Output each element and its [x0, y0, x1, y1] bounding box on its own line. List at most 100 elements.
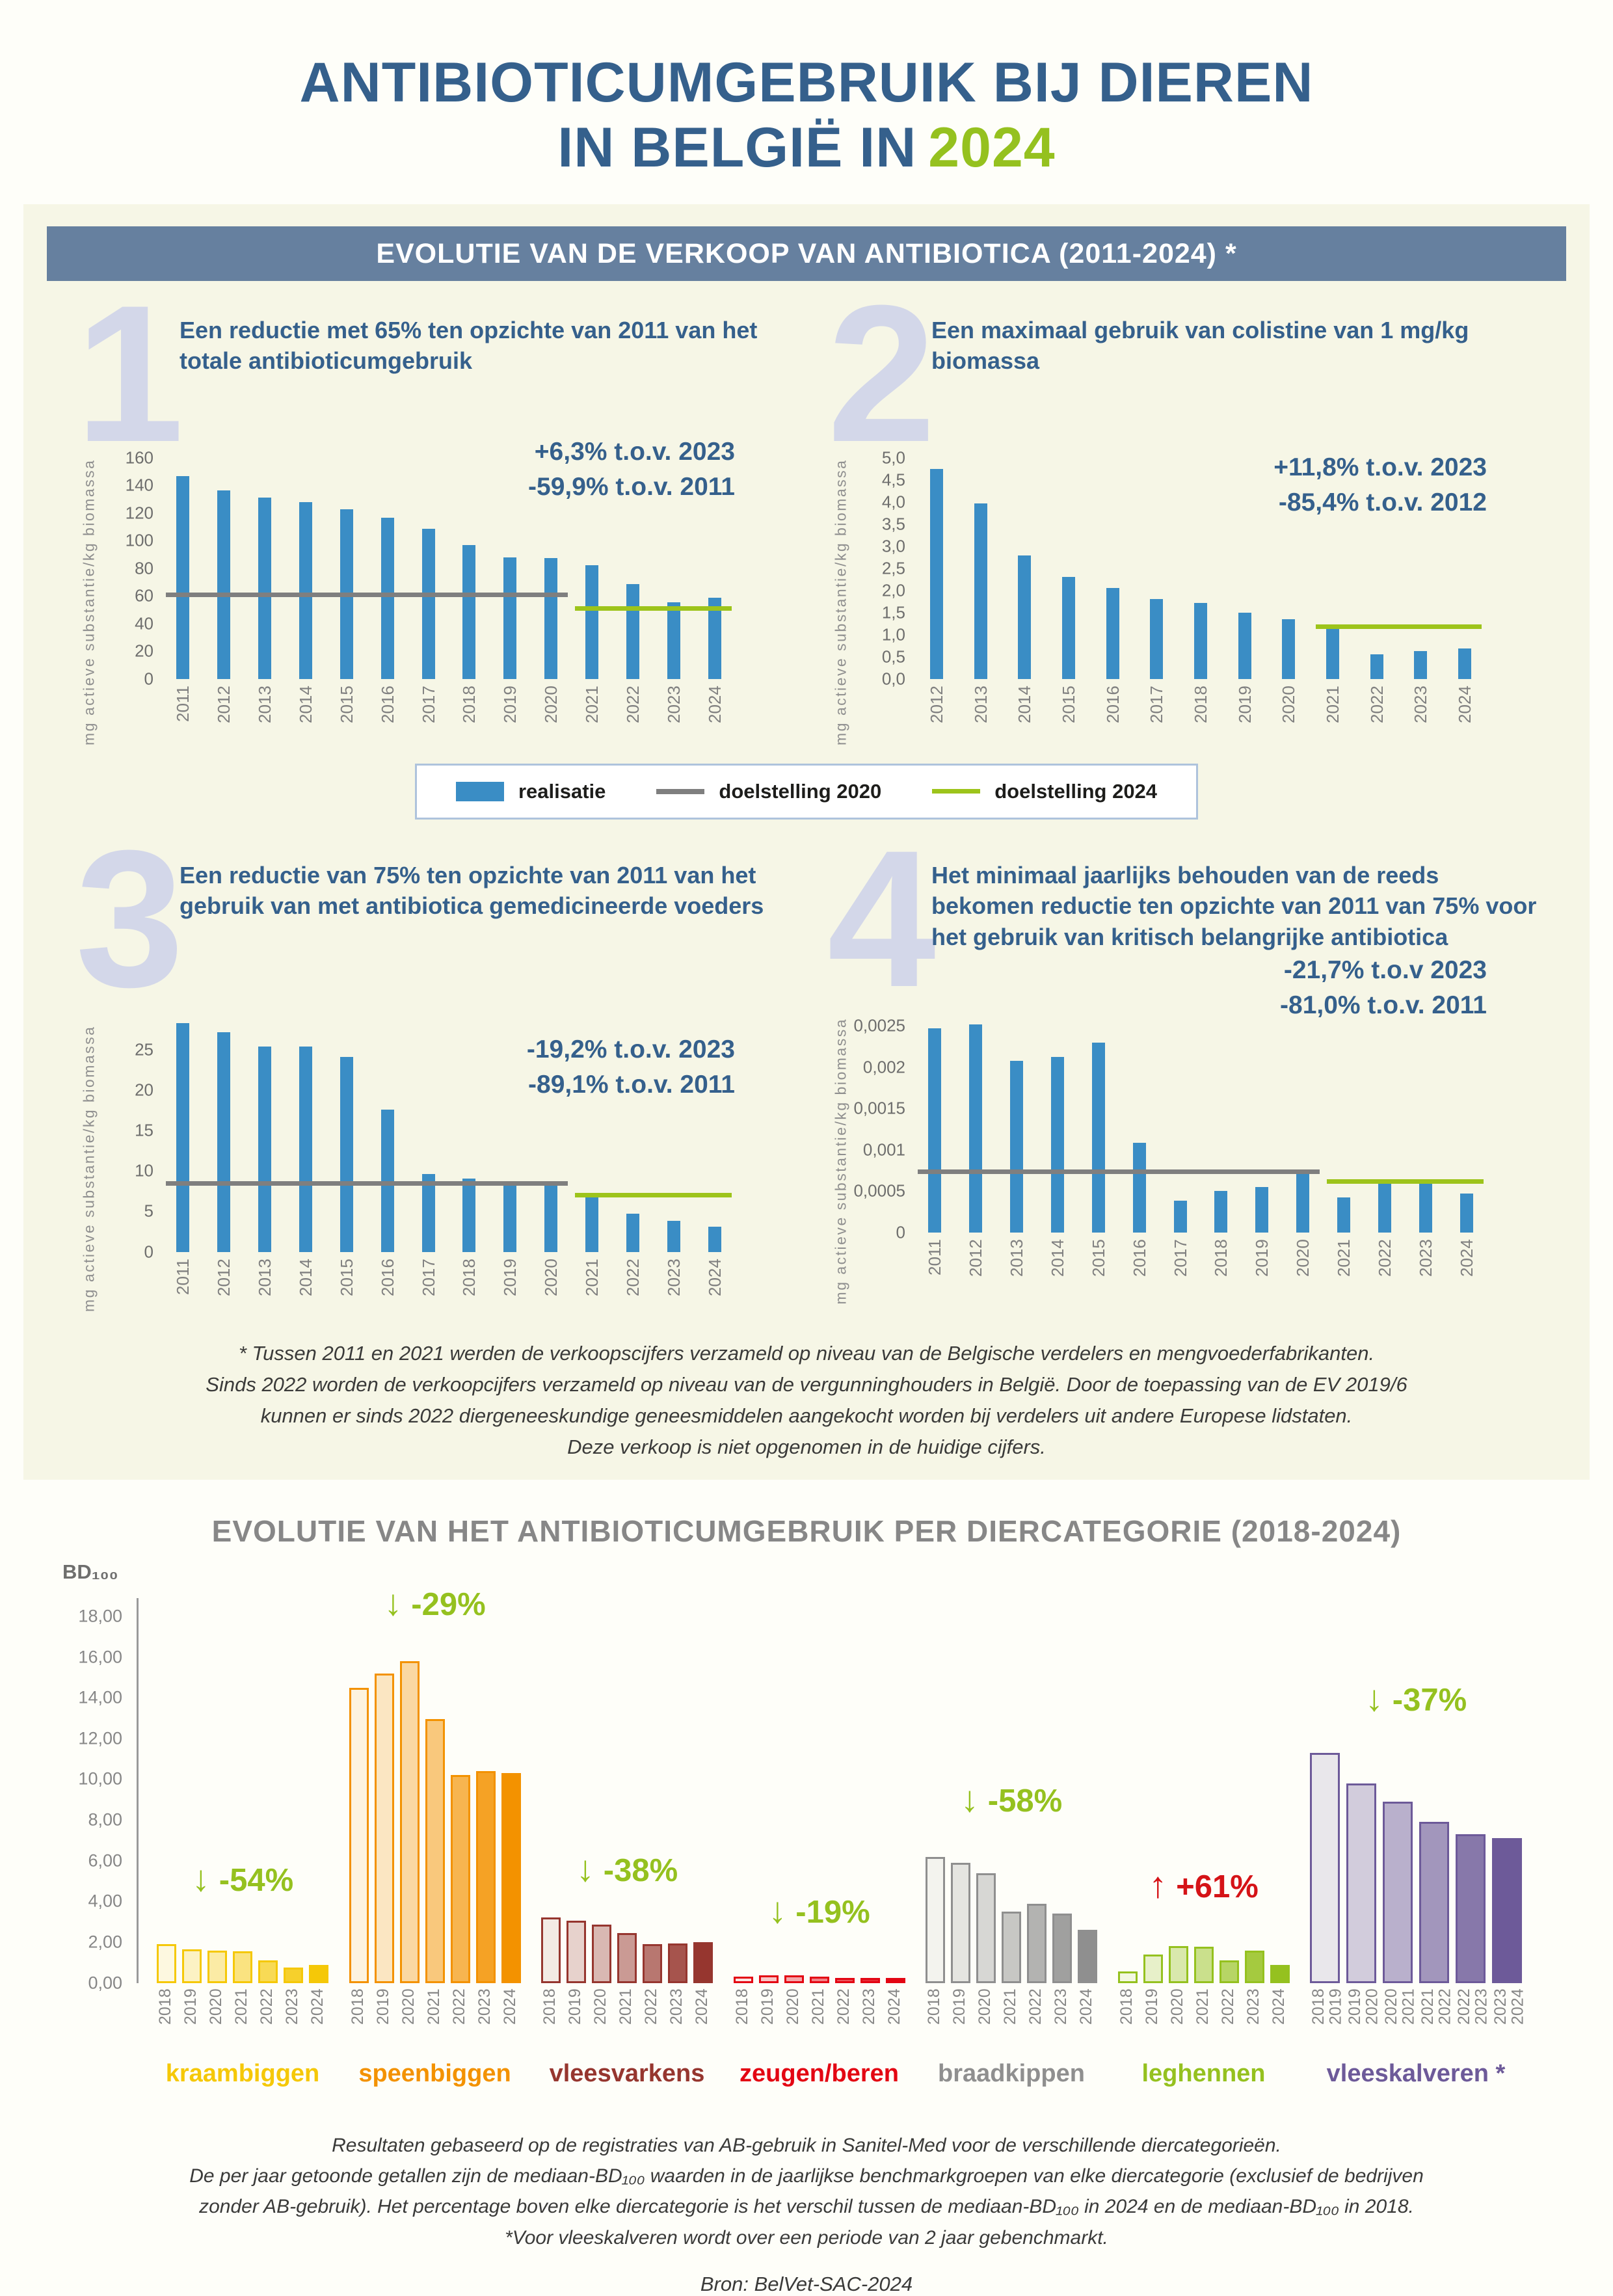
bar-2023	[667, 602, 680, 679]
bar-2020	[544, 557, 558, 679]
year-label: 2020 2021	[1382, 1988, 1418, 2025]
page-title: ANTIBIOTICUMGEBRUIK BIJ DIEREN IN BELGIË…	[0, 51, 1613, 181]
y-tick-20: 20	[135, 641, 153, 661]
y-tick-1,5: 1,5	[881, 602, 905, 622]
x-label-2014: 2014	[296, 1258, 315, 1296]
charts-row-2: 3 Een reductie van 75% ten opzichte van …	[47, 821, 1566, 1320]
target-line-doelstelling-2024	[1316, 624, 1482, 630]
x-label-2022: 2022	[1374, 1238, 1394, 1277]
chart-1-annotation: +6,3% t.o.v. 2023 -59,9% t.o.v. 2011	[528, 434, 735, 505]
x-label-2022: 2022	[622, 1258, 643, 1296]
year-label: 2022	[642, 1988, 660, 2025]
bar-2019	[182, 1949, 202, 1983]
source-line: Bron: BelVet-SAC-2024	[700, 2273, 913, 2296]
legend-label-realisatie: realisatie	[518, 779, 606, 803]
legend-row: realisatie doelstelling 2020 doelstellin…	[47, 763, 1566, 820]
bar-2019	[758, 1975, 779, 1983]
arrow-down-icon: ↓	[191, 1858, 210, 1899]
arrow-down-icon: ↓	[1365, 1677, 1383, 1719]
x-label-2015: 2015	[336, 1258, 356, 1296]
bar-2018	[349, 1687, 369, 1983]
x-label-2011: 2011	[925, 1238, 945, 1275]
year-labels: 2018 2019 2020 2021 2022 2023 2024	[156, 1983, 328, 2051]
year-label: 2020	[783, 1988, 802, 2025]
bd100-tick-0,00: 0,00	[88, 1973, 122, 1993]
change-annotation: ↓ -29%	[349, 1581, 521, 1623]
group-vleeskalveren--: 2018 2019 2019 2020 2020 2021 2021 2022 2022…	[1309, 1598, 1526, 2087]
x-label-2014: 2014	[1015, 685, 1035, 723]
chart-4-head: 4 Het minimaal jaarlijks behouden van de…	[827, 821, 1538, 1016]
chart-1-y-axis-label: mg actieve substantie/kg biomassa	[80, 459, 98, 745]
y-tick-0,0025: 0,0025	[853, 1015, 905, 1035]
target-line-doelstelling-2020	[166, 1181, 568, 1186]
year-label: 2019 2020	[1346, 1988, 1381, 2025]
chart-4-annotation-line2: -81,0% t.o.v. 2011	[1280, 991, 1487, 1020]
chart-block-4: 4 Het minimaal jaarlijks behouden van de…	[827, 821, 1538, 1320]
year-label: 2020	[1167, 1988, 1186, 2025]
bar-2022	[450, 1775, 470, 1983]
x-label-2020: 2020	[541, 1258, 561, 1296]
x-label-2018: 2018	[459, 685, 479, 723]
bd100-tick-6,00: 6,00	[88, 1850, 122, 1871]
year-label: 2020	[399, 1988, 418, 2025]
target-line-doelstelling-2020	[918, 1169, 1320, 1174]
year-label: 2018	[540, 1988, 559, 2025]
x-label-2017: 2017	[418, 1258, 438, 1296]
bar-2014	[1018, 555, 1032, 679]
bar-2017	[1150, 599, 1164, 679]
bar-2023	[668, 1943, 687, 1983]
category-label: vleesvarkens	[549, 2059, 705, 2087]
x-label-2011: 2011	[173, 1258, 193, 1295]
realisatie-swatch-icon	[455, 781, 504, 801]
bar-2013	[258, 1047, 272, 1252]
bar-2018	[157, 1944, 176, 1983]
chart-3-y-ticks: 25 20 15 10 5 0	[103, 1018, 163, 1261]
x-label-2018: 2018	[1191, 685, 1210, 723]
y-tick-4,0: 4,0	[881, 492, 905, 511]
target-line-doelstelling-2024	[575, 606, 732, 611]
bar-2022	[1027, 1903, 1046, 1983]
year-label: 2019	[950, 1988, 968, 2025]
year-label: 2018	[348, 1988, 367, 2025]
year-label: 2020	[976, 1988, 994, 2025]
bar-2024	[309, 1965, 328, 1983]
x-label-2019: 2019	[1234, 685, 1255, 723]
bar-2022	[1378, 1181, 1391, 1233]
arrow-down-icon: ↓	[384, 1581, 403, 1623]
y-tick-0,001: 0,001	[862, 1140, 905, 1160]
bar-2020	[1168, 1946, 1188, 1983]
year-label: 2024	[1269, 1988, 1288, 2025]
bar-2022	[834, 1977, 855, 1983]
year-label: 2023	[475, 1988, 494, 2025]
x-label-2019: 2019	[1252, 1238, 1272, 1277]
section1-footnote-line1: * Tussen 2011 en 2021 werden de verkoops…	[238, 1341, 1375, 1365]
x-label-2015: 2015	[1058, 685, 1078, 723]
chart-1-y-ticks: 160 140 120 100 80 60 40 20 0	[103, 447, 163, 688]
bar-2018	[541, 1917, 561, 1983]
sales-evolution-panel: EVOLUTIE VAN DE VERKOOP VAN ANTIBIOTICA …	[23, 204, 1590, 1480]
year-labels: 2018 2019 2019 2020 2020 2021 2021 2022 2022…	[1309, 1983, 1526, 2051]
legend-item-doelstelling-2024: doelstelling 2024	[932, 780, 1157, 803]
bar-2024	[885, 1978, 905, 1983]
category-chart-y-ticks: 18,00 16,00 14,00 12,00 10,00 8,00 6,00 4,00 2,0…	[39, 1590, 137, 1992]
chart-4-annotation: -21,7% t.o.v 2023 -81,0% t.o.v. 2011	[1280, 953, 1487, 1024]
chart-2-plot: +11,8% t.o.v. 2023 -85,4% t.o.v. 2012 20…	[914, 453, 1487, 723]
bar-2020	[207, 1950, 227, 1983]
chart-1-head: 1 Een reductie met 65% ten opzichte van …	[75, 276, 786, 471]
chart-4-y-ticks: 0,0025 0,002 0,0015 0,001 0,0005 0	[853, 1015, 914, 1242]
x-label-2013: 2013	[255, 685, 275, 723]
y-tick-2,0: 2,0	[881, 580, 905, 600]
y-tick-0,002: 0,002	[862, 1057, 905, 1077]
chart-block-2: 2 Een maximaal gebruik van colistine van…	[827, 276, 1538, 747]
group-kraambiggen: 2018 2019 2020 2021 2022 2023 2024 ↓ -54% kraambi…	[156, 1598, 328, 2087]
bar-2019	[503, 1182, 517, 1252]
change-annotation: ↓ -19%	[734, 1889, 905, 1931]
chart-1: mg actieve substantie/kg biomassa 160 140…	[75, 438, 786, 747]
x-label-2023: 2023	[1411, 685, 1431, 723]
year-label: 2024	[693, 1988, 711, 2025]
year-label: 2018 2019	[1309, 1988, 1345, 2025]
bar-2018	[733, 1977, 753, 1983]
page-title-line2: IN BELGIË IN	[557, 116, 917, 179]
bd100-tick-10,00: 10,00	[78, 1769, 122, 1789]
section1-footnote-line2: Sinds 2022 worden de verkoopcijfers verz…	[206, 1372, 1407, 1396]
